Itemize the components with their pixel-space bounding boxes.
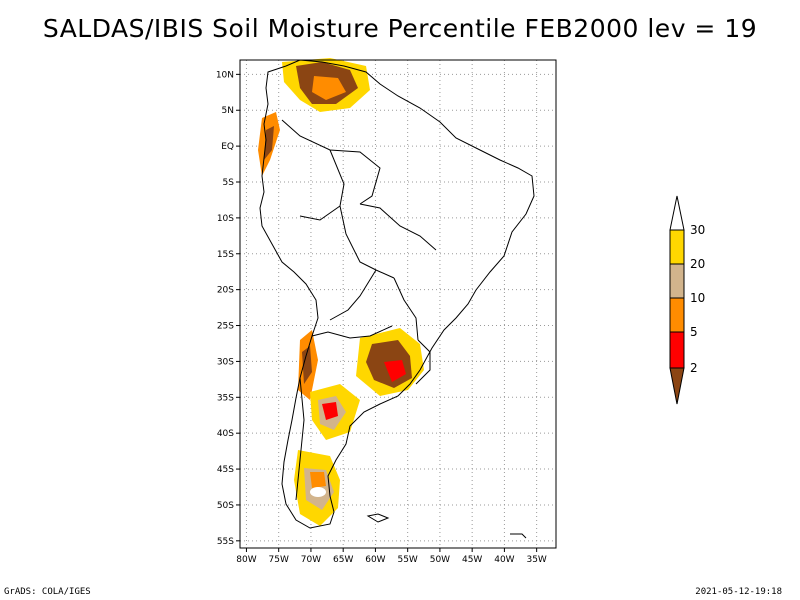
y-tick-label: 5S [223, 178, 235, 188]
y-tick-label: 20S [217, 286, 234, 296]
legend-label: 5 [690, 325, 698, 339]
y-tick-label: 10S [217, 214, 234, 224]
y-tick-label: 5N [222, 106, 234, 116]
legend-label: 20 [690, 257, 705, 271]
y-tick-label: 45S [217, 465, 234, 475]
map-grid [240, 60, 556, 548]
x-tick-label: 50W [430, 555, 450, 565]
y-tick-label: 55S [217, 537, 234, 547]
legend-cap-top [669, 195, 685, 231]
x-tick-label: 45W [462, 555, 482, 565]
y-tick-label: 50S [217, 501, 234, 511]
legend-label: 30 [690, 223, 705, 237]
x-tick-label: 35W [526, 555, 546, 565]
anomaly-region-cuyo-core [302, 346, 312, 384]
x-tick-label: 75W [269, 555, 289, 565]
x-tick-label: 55W [397, 555, 417, 565]
map-frame [239, 59, 557, 549]
y-axis-ticks: 10N 5N EQ 5S 10S 15S 20S 25S 30S 35S 40S 45S 50S 55S [216, 70, 240, 547]
legend-box-20-30 [669, 229, 685, 265]
anomaly-region-pampas-red [322, 402, 338, 420]
y-tick-label: EQ [221, 142, 234, 152]
legend-label: 2 [690, 361, 698, 375]
x-tick-label: 65W [333, 555, 353, 565]
anomaly-region-uruguay-red [384, 360, 406, 382]
patagonia-white-spot [310, 487, 326, 497]
soil-moisture-shading [258, 58, 424, 526]
coastline [259, 59, 535, 539]
map-title: SALDAS/IBIS Soil Moisture Percentile FEB… [42, 14, 758, 43]
legend-label: 10 [690, 291, 705, 305]
x-tick-label: 40W [494, 555, 514, 565]
y-tick-label: 10N [216, 70, 234, 80]
x-tick-label: 70W [301, 555, 321, 565]
anomaly-region-patagonia-red [310, 472, 326, 488]
legend-box-5-10 [669, 297, 685, 333]
legend-cap-bottom [669, 367, 685, 405]
y-tick-label: 15S [217, 250, 234, 260]
y-tick-label: 35S [217, 393, 234, 403]
x-tick-label: 60W [365, 555, 385, 565]
x-tick-label: 80W [236, 555, 256, 565]
y-tick-label: 25S [217, 322, 234, 332]
y-tick-label: 40S [217, 429, 234, 439]
footer-timestamp: 2021-05-12-19:18 [695, 587, 782, 597]
y-tick-label: 30S [217, 357, 234, 367]
footer-credit: GrADS: COLA/IGES [4, 587, 91, 597]
anomaly-region-venezuela-red [312, 76, 346, 100]
legend-box-2-5 [669, 331, 685, 369]
legend-box-10-20 [669, 263, 685, 299]
legend-colorbar: 2 5 10 20 30 [669, 195, 705, 405]
x-axis-ticks: 80W 75W 70W 65W 60W 55W 50W 45W 40W 35W [236, 548, 547, 565]
anomaly-region-colombia-core [264, 126, 274, 160]
